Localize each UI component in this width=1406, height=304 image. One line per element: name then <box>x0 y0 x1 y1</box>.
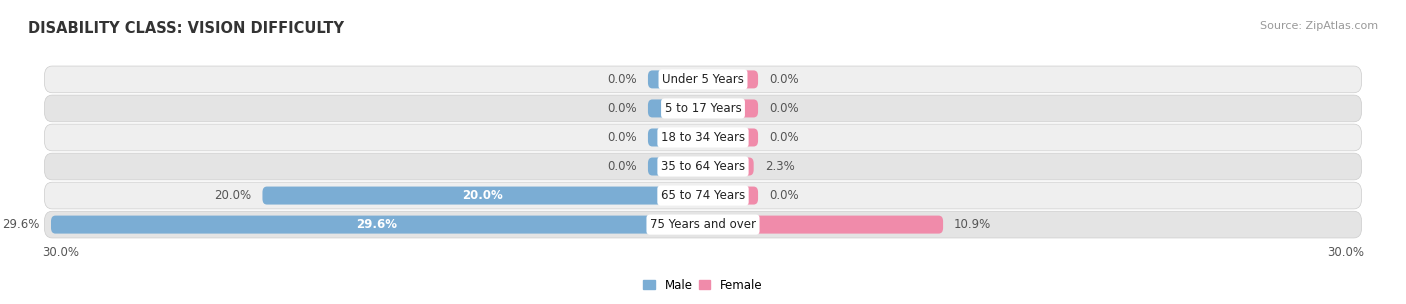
FancyBboxPatch shape <box>45 95 1361 122</box>
FancyBboxPatch shape <box>703 187 758 205</box>
FancyBboxPatch shape <box>51 216 703 233</box>
Text: Source: ZipAtlas.com: Source: ZipAtlas.com <box>1260 21 1378 31</box>
Text: 10.9%: 10.9% <box>955 218 991 231</box>
FancyBboxPatch shape <box>648 71 703 88</box>
Text: 30.0%: 30.0% <box>42 246 79 258</box>
FancyBboxPatch shape <box>45 66 1361 93</box>
FancyBboxPatch shape <box>648 99 703 117</box>
Text: 0.0%: 0.0% <box>769 73 799 86</box>
FancyBboxPatch shape <box>703 157 754 175</box>
FancyBboxPatch shape <box>263 187 703 205</box>
Text: 20.0%: 20.0% <box>463 189 503 202</box>
Text: Under 5 Years: Under 5 Years <box>662 73 744 86</box>
FancyBboxPatch shape <box>648 157 703 175</box>
Text: 18 to 34 Years: 18 to 34 Years <box>661 131 745 144</box>
Text: 29.6%: 29.6% <box>357 218 398 231</box>
Text: DISABILITY CLASS: VISION DIFFICULTY: DISABILITY CLASS: VISION DIFFICULTY <box>28 21 344 36</box>
Text: 20.0%: 20.0% <box>214 189 252 202</box>
Text: 29.6%: 29.6% <box>3 218 39 231</box>
Text: 75 Years and over: 75 Years and over <box>650 218 756 231</box>
Text: 0.0%: 0.0% <box>607 131 637 144</box>
Text: 0.0%: 0.0% <box>769 131 799 144</box>
FancyBboxPatch shape <box>45 182 1361 209</box>
FancyBboxPatch shape <box>703 216 943 233</box>
Text: 0.0%: 0.0% <box>607 160 637 173</box>
FancyBboxPatch shape <box>45 153 1361 180</box>
Legend: Male, Female: Male, Female <box>644 279 762 292</box>
Text: 35 to 64 Years: 35 to 64 Years <box>661 160 745 173</box>
Text: 2.3%: 2.3% <box>765 160 794 173</box>
FancyBboxPatch shape <box>703 99 758 117</box>
Text: 0.0%: 0.0% <box>607 102 637 115</box>
FancyBboxPatch shape <box>648 129 703 147</box>
FancyBboxPatch shape <box>703 129 758 147</box>
Text: 0.0%: 0.0% <box>769 189 799 202</box>
FancyBboxPatch shape <box>45 211 1361 238</box>
Text: 65 to 74 Years: 65 to 74 Years <box>661 189 745 202</box>
FancyBboxPatch shape <box>45 124 1361 151</box>
Text: 0.0%: 0.0% <box>607 73 637 86</box>
Text: 5 to 17 Years: 5 to 17 Years <box>665 102 741 115</box>
FancyBboxPatch shape <box>703 71 758 88</box>
Text: 30.0%: 30.0% <box>1327 246 1364 258</box>
Text: 0.0%: 0.0% <box>769 102 799 115</box>
